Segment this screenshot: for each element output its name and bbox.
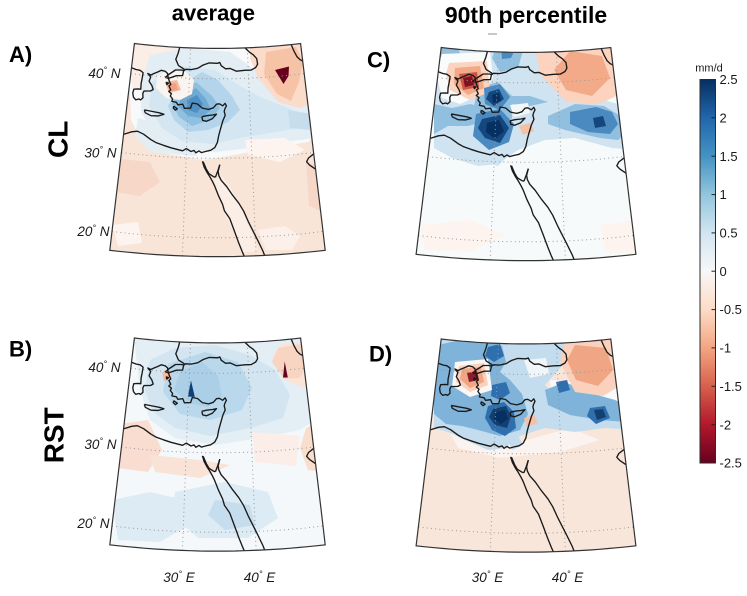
svg-text:0: 0 (720, 264, 727, 279)
svg-text:30° E: 30° E (472, 569, 504, 585)
svg-text:20° N: 20° N (76, 223, 109, 239)
svg-text:0.5: 0.5 (720, 226, 738, 241)
svg-text:-1: -1 (720, 341, 732, 356)
svg-text:40° E: 40° E (552, 569, 584, 585)
svg-text:2: 2 (720, 110, 727, 125)
svg-text:RST: RST (38, 407, 69, 463)
svg-text:mm/d: mm/d (695, 63, 723, 75)
svg-text:30° N: 30° N (84, 436, 116, 452)
svg-text:average: average (172, 1, 255, 26)
svg-text:1.5: 1.5 (720, 149, 738, 164)
svg-text:C): C) (367, 48, 390, 73)
svg-text:-1.5: -1.5 (720, 379, 742, 394)
svg-text:2.5: 2.5 (720, 72, 738, 87)
svg-text:40° N: 40° N (88, 65, 120, 81)
svg-text:90th percentile: 90th percentile (445, 2, 607, 28)
svg-text:40° E: 40° E (244, 569, 276, 585)
svg-text:40° N: 40° N (88, 359, 120, 375)
svg-text:-0.5: -0.5 (720, 302, 742, 317)
svg-text:30° N: 30° N (84, 145, 116, 161)
svg-text:CL: CL (43, 121, 74, 158)
svg-text:-2: -2 (720, 417, 732, 432)
svg-text:D): D) (369, 341, 392, 366)
svg-text:-2.5: -2.5 (720, 456, 742, 471)
svg-text:B): B) (9, 336, 32, 361)
svg-text:1: 1 (720, 187, 727, 202)
svg-text:30° E: 30° E (163, 569, 195, 585)
svg-text:20° N: 20° N (76, 515, 109, 531)
svg-text:A): A) (9, 42, 32, 67)
